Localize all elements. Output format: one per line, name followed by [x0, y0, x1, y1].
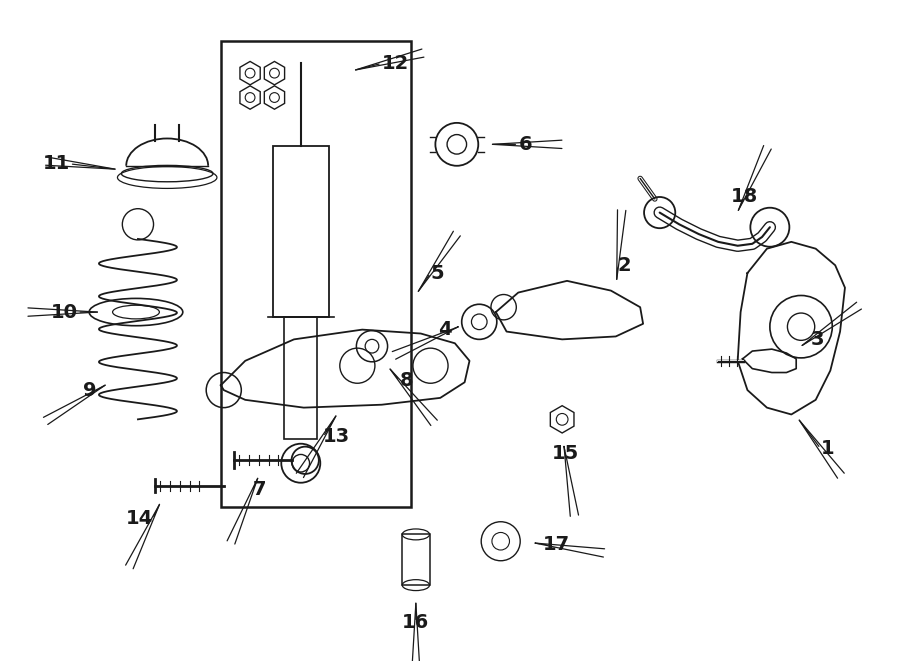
Text: 3: 3 [811, 330, 824, 349]
Text: 14: 14 [125, 510, 153, 528]
Text: 5: 5 [430, 264, 444, 282]
Text: 15: 15 [552, 444, 579, 463]
Text: 6: 6 [518, 135, 532, 154]
Text: 13: 13 [323, 428, 350, 446]
Text: 11: 11 [42, 154, 69, 173]
Text: 9: 9 [84, 381, 97, 400]
Text: 16: 16 [402, 613, 429, 632]
Text: 8: 8 [400, 371, 413, 390]
Text: 17: 17 [543, 535, 570, 554]
Text: 18: 18 [731, 188, 758, 206]
Text: 2: 2 [617, 256, 632, 275]
Text: 4: 4 [438, 320, 452, 339]
Bar [220, 41, 411, 507]
Bar [273, 146, 329, 317]
Text: 7: 7 [253, 480, 266, 499]
Text: 10: 10 [50, 303, 77, 321]
Bar [284, 317, 318, 439]
Text: 1: 1 [821, 439, 834, 458]
Bar [402, 534, 429, 585]
Text: 12: 12 [382, 54, 409, 73]
